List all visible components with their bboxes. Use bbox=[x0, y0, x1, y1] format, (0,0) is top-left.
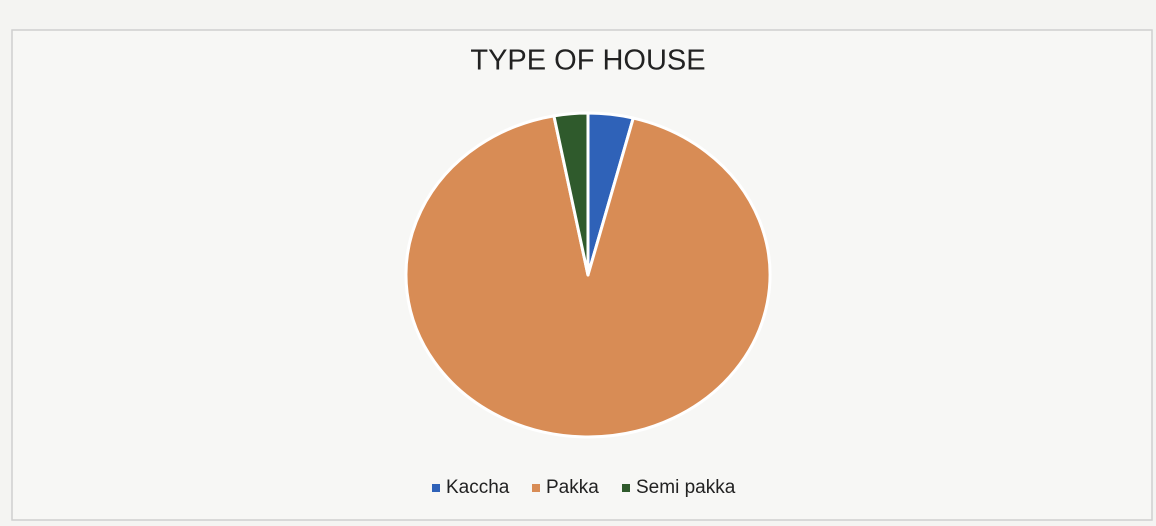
pie-slice bbox=[552, 111, 590, 277]
legend-label: Kaccha bbox=[446, 477, 510, 498]
legend-label: Pakka bbox=[546, 477, 599, 498]
chart-title: TYPE OF HOUSE bbox=[470, 45, 705, 77]
legend-swatch bbox=[622, 484, 630, 492]
legend-label: Semi pakka bbox=[636, 477, 736, 498]
legend-swatch bbox=[432, 484, 440, 492]
legend-swatch bbox=[532, 484, 540, 492]
